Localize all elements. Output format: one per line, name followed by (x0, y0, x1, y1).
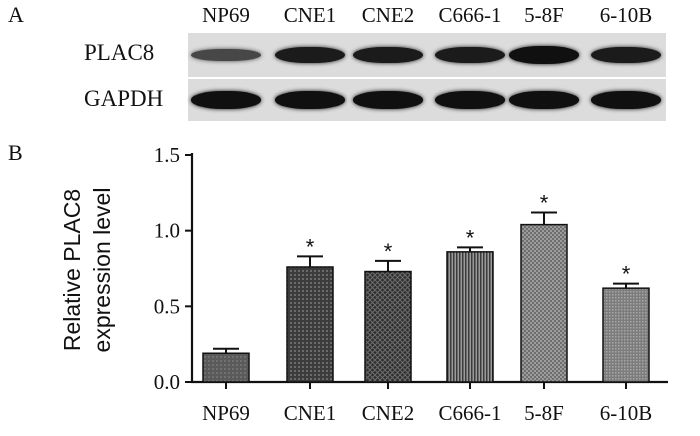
chart-axes: 0.0 0.5 1.0 1.5 (154, 143, 668, 394)
y-tick-label: 1.5 (154, 143, 180, 167)
panel-b-letter: B (8, 140, 23, 165)
band-plac8-5-8f (509, 46, 579, 64)
significance-star: * (306, 234, 315, 259)
bar-5-8f (520, 223, 568, 383)
lane-label-5-8f: 5-8F (524, 3, 564, 27)
blot-plac8 (188, 33, 666, 77)
y-tick-label: 0.5 (154, 294, 180, 318)
lane-label-cne1: CNE1 (283, 3, 337, 27)
y-axis-label: Relative PLAC8 expression level (59, 188, 115, 353)
panel-a-letter: A (8, 2, 24, 27)
significance-star: * (384, 239, 393, 264)
band-gapdh-5-8f (509, 91, 579, 109)
y-tick-label: 1.0 (154, 219, 180, 243)
lane-label-np69: NP69 (202, 3, 250, 27)
band-gapdh-cne2 (353, 91, 423, 109)
band-gapdh-np69 (191, 91, 261, 109)
lane-label-6-10b: 6-10B (599, 3, 653, 27)
lane-label-cne2: CNE2 (361, 3, 415, 27)
blot-gapdh (188, 79, 666, 121)
x-tick-label-cne1: CNE1 (284, 401, 337, 425)
x-tick-label-6-10b: 6-10B (600, 401, 653, 425)
y-axis-label-line: expression level (89, 188, 115, 353)
band-gapdh-cne1 (275, 91, 345, 109)
lane-label-c666-1: C666-1 (438, 3, 502, 27)
significance-star: * (622, 262, 631, 287)
bar-cne2 (364, 270, 412, 383)
row-label-gapdh: GAPDH (84, 86, 164, 111)
band-plac8-6-10b (591, 46, 661, 64)
x-tick-label-c666-1: C666-1 (439, 401, 502, 425)
significance-star: * (540, 191, 549, 216)
chart-bars: * * * * * (202, 191, 650, 383)
x-tick-labels: NP69 CNE1 CNE2 C666-1 5-8F 6-10B (202, 401, 652, 425)
y-axis-label-line: Relative PLAC8 (59, 189, 85, 351)
significance-star: * (466, 225, 475, 250)
band-plac8-cne1 (275, 46, 345, 64)
y-tick-label: 0.0 (154, 370, 180, 394)
band-plac8-np69 (191, 48, 261, 62)
bar-6-10b (602, 287, 650, 383)
x-tick-label-np69: NP69 (202, 401, 250, 425)
band-plac8-cne2 (353, 46, 423, 64)
bar-cne1 (286, 266, 334, 383)
band-gapdh-6-10b (591, 91, 661, 109)
x-tick-label-5-8f: 5-8F (524, 401, 564, 425)
band-plac8-c666-1 (435, 46, 505, 64)
bar-c666-1 (446, 251, 494, 383)
bar-np69 (202, 352, 250, 383)
x-tick-label-cne2: CNE2 (362, 401, 415, 425)
band-gapdh-c666-1 (435, 91, 505, 109)
row-label-plac8: PLAC8 (84, 40, 155, 65)
